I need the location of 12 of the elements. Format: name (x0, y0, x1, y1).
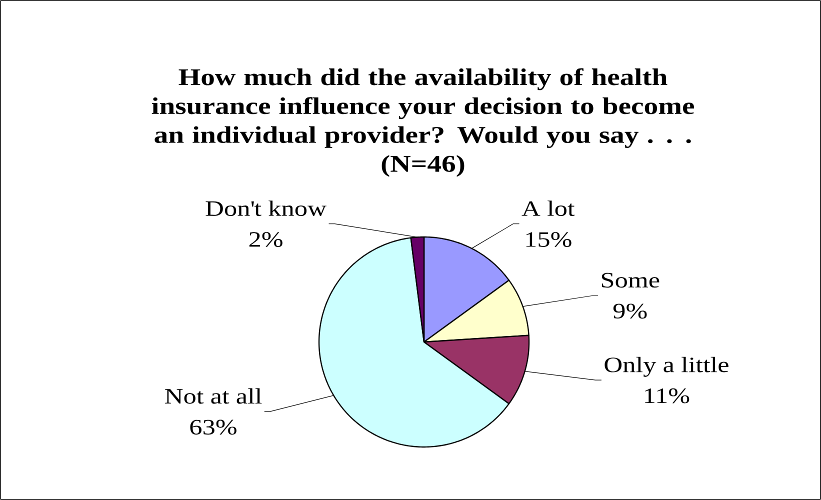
slice-label: A lot (522, 200, 575, 216)
data-label: 11% (645, 388, 690, 404)
slice-label: Don't know (206, 200, 326, 216)
data-label: 9% (613, 304, 647, 319)
slice-label: Not at all (165, 388, 262, 404)
data-label: 63% (190, 420, 236, 435)
slice-label: Only a little (604, 356, 728, 377)
data-label: 15% (526, 232, 572, 247)
chart-subtitle: (N=46) (382, 155, 464, 177)
chart-title: How much did the availability of health insurance influence your decision to become an individual provider? Would you say . . . (152, 68, 694, 148)
slice-label: Some (602, 272, 660, 288)
data-label: 2% (249, 232, 282, 247)
